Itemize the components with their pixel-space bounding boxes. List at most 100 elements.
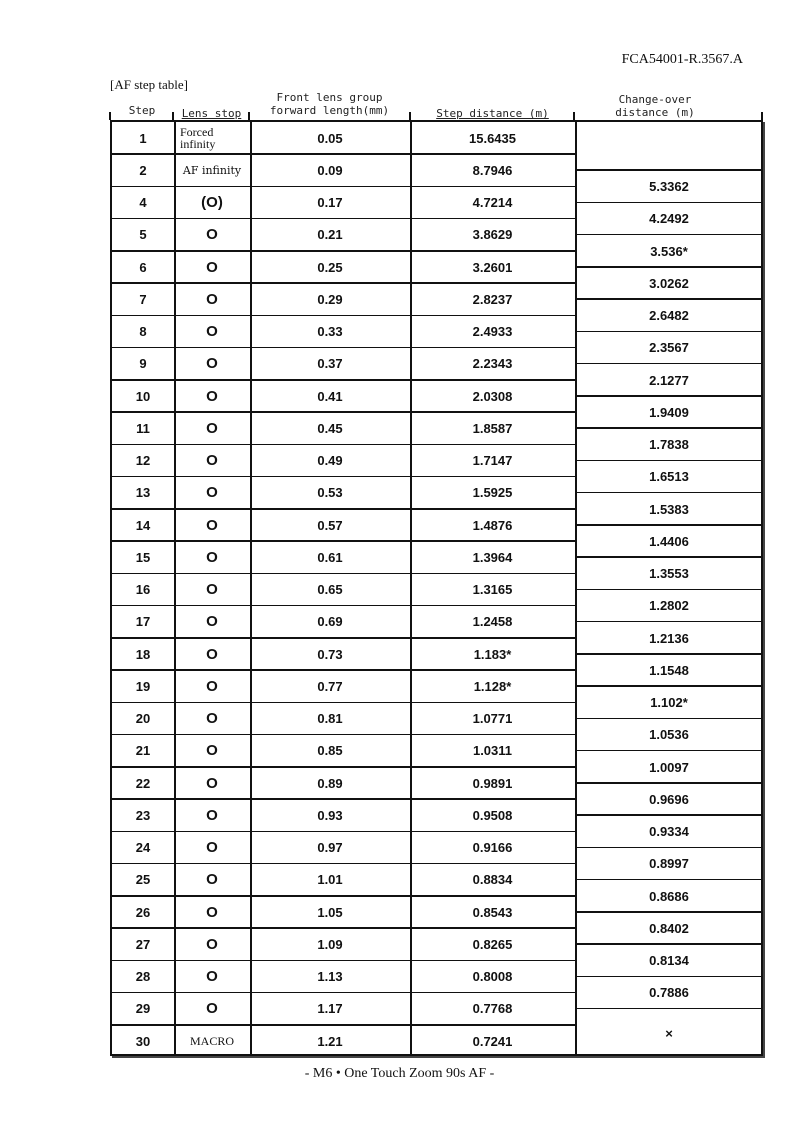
change-over-divider (575, 749, 763, 752)
header-step: Step (128, 104, 156, 117)
front-length-cell: 0.89 (317, 775, 343, 791)
change-over-cell: 3.0262 (649, 275, 689, 291)
row-divider (112, 766, 575, 768)
step-cell: 26 (135, 904, 151, 920)
change-over-cell: 0.8686 (649, 888, 689, 904)
change-over-cell: 1.1548 (649, 662, 689, 678)
change-over-divider (575, 685, 763, 687)
step-cell: 27 (135, 936, 151, 952)
change-over-divider (575, 362, 763, 365)
row-divider (112, 540, 575, 542)
step-distance-cell: 0.8008 (472, 969, 513, 985)
change-over-divider (575, 782, 763, 784)
row-divider (112, 862, 575, 865)
change-over-cell: 1.0536 (649, 727, 689, 743)
front-length-cell: 1.09 (317, 936, 343, 952)
row-divider (112, 379, 575, 381)
row-divider (112, 669, 575, 671)
step-distance-cell: 3.2601 (472, 259, 513, 275)
row-divider (112, 637, 575, 639)
step-cell: 29 (135, 1001, 151, 1017)
header-tick (761, 112, 763, 120)
front-length-cell: 0.37 (317, 356, 343, 372)
change-over-cell: 1.6513 (649, 469, 689, 485)
change-over-cell: 1.5383 (649, 501, 689, 517)
front-length-cell: 0.53 (317, 485, 343, 501)
lens-stop-cell: O (206, 484, 218, 502)
row-divider (112, 991, 575, 994)
change-over-cell: 1.2802 (649, 598, 689, 614)
change-over-cell: 0.9334 (649, 824, 689, 839)
header-step-distance: Step distance (m) (436, 107, 549, 120)
front-length-cell: 1.17 (317, 1001, 343, 1017)
row-divider (112, 250, 575, 252)
page-footer: - M6 • One Touch Zoom 90s AF - (304, 1066, 495, 1081)
step-distance-cell: 1.7147 (472, 453, 513, 469)
front-length-cell: 0.93 (317, 807, 343, 823)
lens-stop-cell: O (206, 871, 218, 889)
change-over-divider (575, 427, 763, 429)
change-over-cell: 0.9696 (649, 791, 689, 807)
front-length-cell: 0.05 (317, 130, 343, 146)
step-distance-cell: 1.0311 (472, 743, 513, 759)
table-caption: [AF step table] (110, 77, 188, 92)
step-cell: 7 (139, 291, 147, 307)
change-over-divider (575, 169, 763, 171)
lens-stop-cell: O (206, 226, 218, 244)
change-over-divider (575, 846, 763, 849)
step-distance-cell: 1.128* (473, 678, 512, 694)
front-length-cell: 0.61 (317, 549, 343, 565)
change-over-divider (575, 975, 763, 978)
row-divider (112, 282, 575, 284)
step-cell: 2 (139, 162, 147, 178)
change-over-divider (575, 556, 763, 558)
front-length-cell: 0.65 (317, 582, 343, 598)
row-divider (112, 701, 575, 703)
step-cell: 14 (135, 517, 151, 533)
lens-stop-cell: O (206, 516, 218, 534)
lens-stop-cell: O (206, 774, 218, 792)
lens-stop-cell: O (206, 290, 218, 308)
step-distance-cell: 1.5925 (472, 485, 513, 501)
step-distance-cell: 0.9891 (472, 775, 513, 791)
change-over-divider (575, 298, 763, 300)
row-divider (112, 572, 575, 574)
change-over-cell: 4.2492 (649, 211, 689, 227)
step-distance-cell: 1.183* (473, 646, 512, 662)
step-distance-cell: 1.3964 (472, 549, 513, 565)
lens-stop-cell: O (206, 387, 218, 405)
step-cell: 25 (135, 872, 151, 888)
front-length-cell: 0.73 (317, 646, 343, 662)
header-tick (573, 112, 575, 120)
document-id: FCA54001-R.3567.A (621, 52, 743, 67)
step-distance-cell: 0.9166 (472, 840, 513, 856)
lens-stop-cell: O (206, 613, 218, 631)
column-divider (410, 122, 412, 1054)
change-over-cell: 1.102* (650, 695, 688, 710)
front-length-cell: 0.77 (317, 678, 343, 694)
lens-stop-cell: O (206, 581, 218, 599)
step-distance-cell: 0.7241 (472, 1033, 513, 1049)
row-divider (112, 314, 575, 316)
column-divider (575, 122, 577, 1054)
step-distance-cell: 0.8543 (472, 904, 513, 920)
lens-stop-cell: AF infinity (182, 163, 242, 177)
change-over-cell: 1.0097 (649, 759, 689, 775)
front-length-cell: 0.09 (317, 162, 343, 178)
step-cell: 4 (139, 195, 147, 211)
lens-stop-cell: O (206, 839, 218, 857)
step-cell: 28 (135, 969, 151, 985)
row-divider (112, 927, 575, 929)
lens-stop-cell: Forced infinity (180, 125, 216, 152)
change-over-cell: × (665, 1025, 673, 1041)
change-over-cell: 1.7838 (649, 437, 689, 452)
lens-stop-cell: O (206, 419, 218, 437)
row-divider (112, 959, 575, 961)
lens-stop-cell: O (206, 806, 218, 824)
change-over-divider (575, 588, 763, 591)
change-over-divider (575, 491, 763, 494)
step-cell: 30 (135, 1033, 151, 1049)
af-step-table: 1 Forced infinity 0.05 15.6435 2 AF infinity 0… (110, 120, 763, 1056)
front-length-cell: 0.17 (317, 195, 343, 211)
header-tick (172, 112, 174, 120)
